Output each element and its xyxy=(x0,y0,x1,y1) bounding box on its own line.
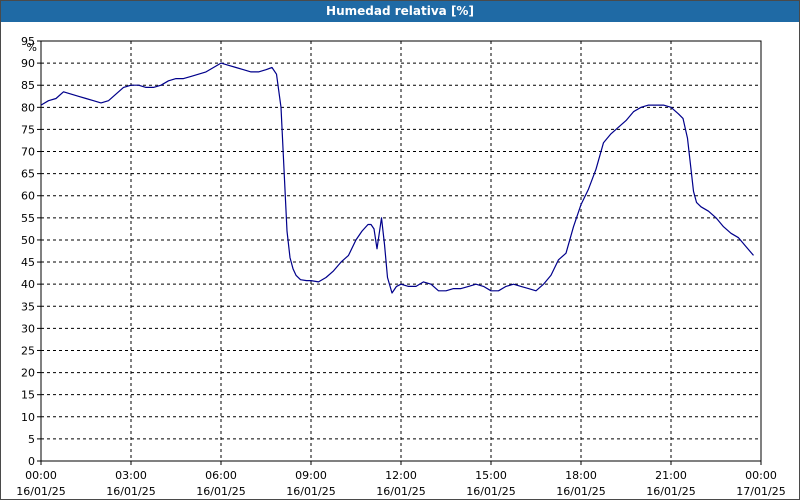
y-tick-label: 90 xyxy=(21,57,35,70)
x-tick-label-date: 16/01/25 xyxy=(376,485,425,498)
y-tick-label: 0 xyxy=(28,455,35,468)
humidity-series-line xyxy=(40,62,754,294)
x-tick-label-date: 16/01/25 xyxy=(646,485,695,498)
y-tick-label: 85 xyxy=(21,79,35,92)
y-axis-label: % xyxy=(27,41,37,54)
y-tick-label: 45 xyxy=(21,256,35,269)
y-tick-label: 60 xyxy=(21,190,35,203)
x-tick-label-date: 16/01/25 xyxy=(16,485,65,498)
y-tick-label: 30 xyxy=(21,322,35,335)
y-tick-label: 65 xyxy=(21,168,35,181)
x-tick-label-date: 16/01/25 xyxy=(286,485,335,498)
y-tick-label: 35 xyxy=(21,300,35,313)
y-tick-label: 80 xyxy=(21,101,35,114)
x-tick-label-time: 00:00 xyxy=(745,469,777,482)
y-tick-label: 5 xyxy=(28,433,35,446)
x-tick-label-time: 15:00 xyxy=(475,469,507,482)
y-tick-label: 15 xyxy=(21,389,35,402)
y-tick-label: 95 xyxy=(21,35,35,48)
x-tick-label-time: 12:00 xyxy=(385,469,417,482)
x-tick-label-date: 17/01/25 xyxy=(736,485,785,498)
plot-border xyxy=(40,40,762,462)
x-tick-label-date: 16/01/25 xyxy=(466,485,515,498)
x-tick-label-date: 16/01/25 xyxy=(556,485,605,498)
y-tick-label: 20 xyxy=(21,367,35,380)
y-tick-label: 10 xyxy=(21,411,35,424)
y-tick-label: 40 xyxy=(21,278,35,291)
y-tick-label: 75 xyxy=(21,123,35,136)
x-tick-label-time: 09:00 xyxy=(295,469,327,482)
x-tick-label-time: 21:00 xyxy=(655,469,687,482)
y-tick-label: 70 xyxy=(21,146,35,159)
x-tick-label-time: 18:00 xyxy=(565,469,597,482)
x-tick-label-time: 00:00 xyxy=(25,469,57,482)
x-tick-label-date: 16/01/25 xyxy=(196,485,245,498)
x-tick-label-time: 06:00 xyxy=(205,469,237,482)
y-tick-label: 55 xyxy=(21,212,35,225)
y-tick-label: 25 xyxy=(21,344,35,357)
x-tick-label-date: 16/01/25 xyxy=(106,485,155,498)
chart-title: Humedad relativa [%] xyxy=(1,1,799,22)
x-tick-label-time: 03:00 xyxy=(115,469,147,482)
y-tick-label: 50 xyxy=(21,234,35,247)
